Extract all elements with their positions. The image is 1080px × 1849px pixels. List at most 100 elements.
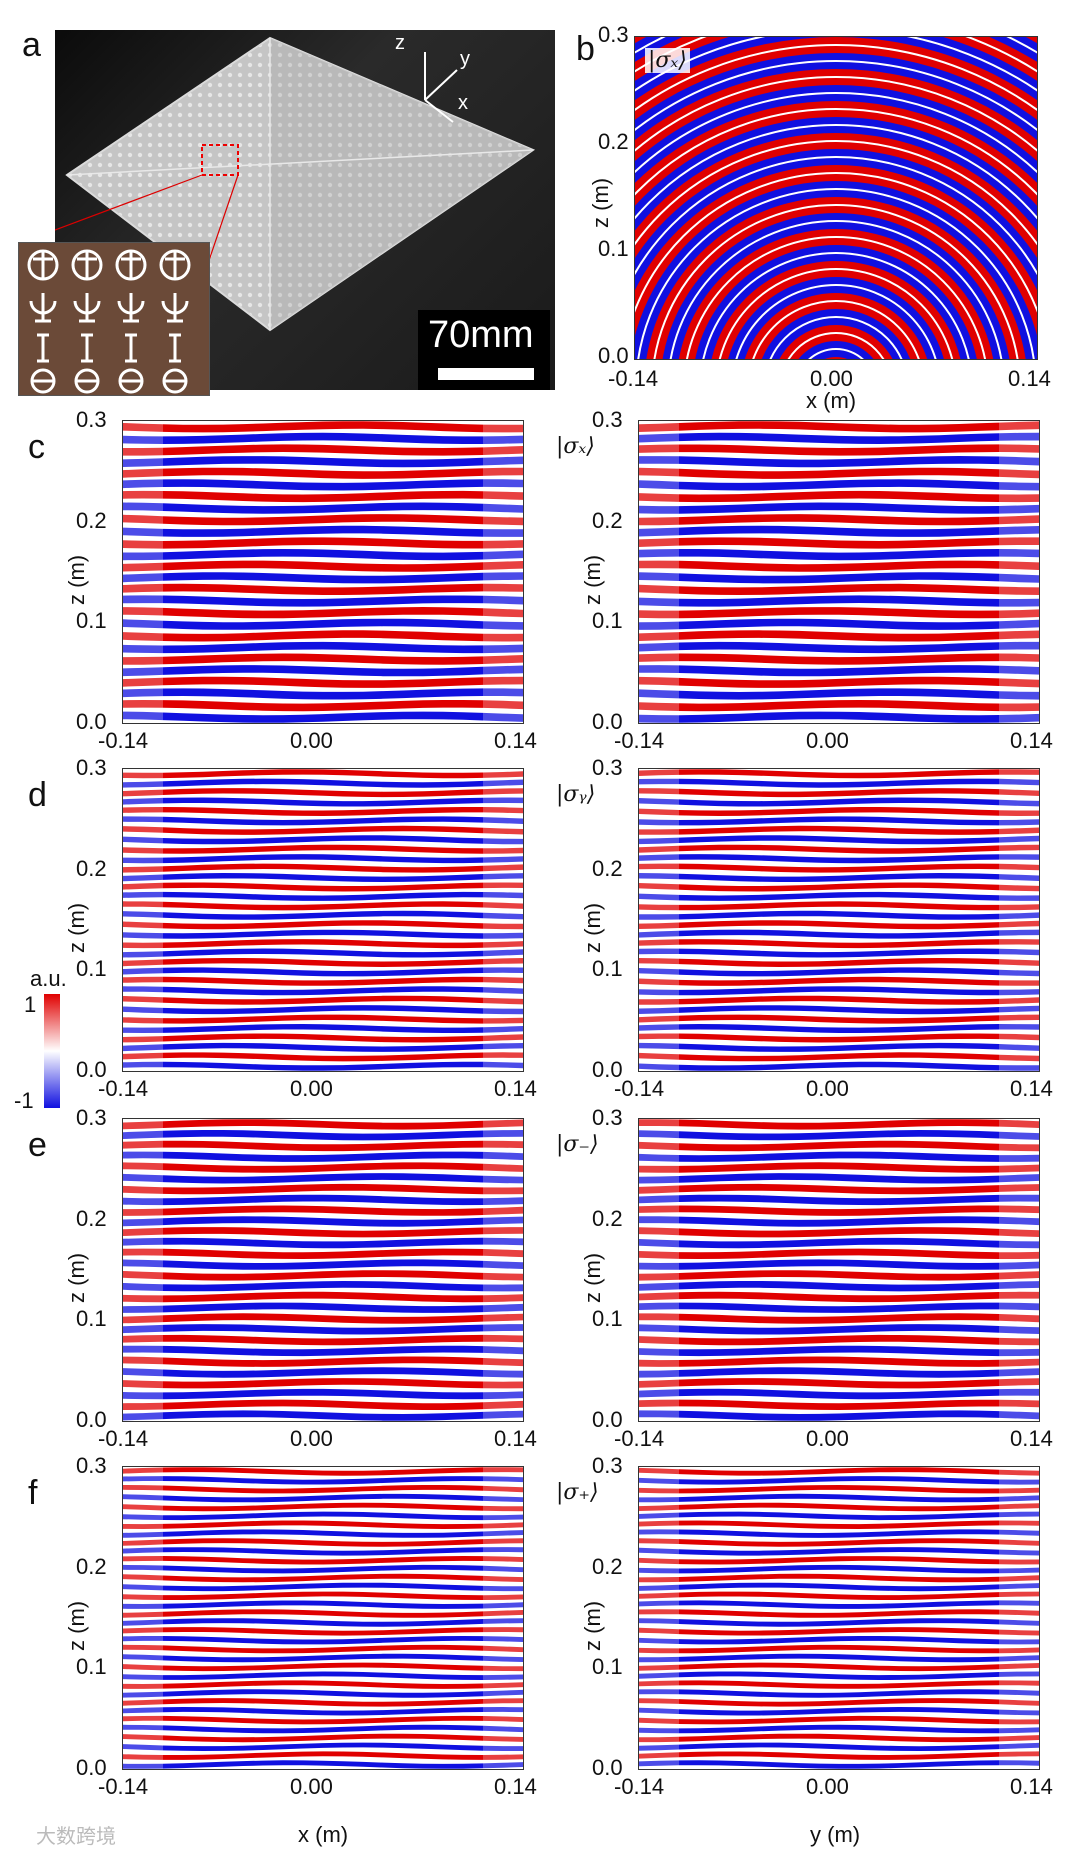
wavefront-band	[639, 1324, 1039, 1335]
xtick-c-left-1: 0.00	[290, 728, 333, 753]
wavefront-band	[123, 844, 523, 854]
wavefront-gap	[635, 92, 1037, 174]
xtick-f-right-2: 0.14	[1010, 1774, 1053, 1799]
wavefront-band	[123, 1227, 523, 1238]
ylabel-f-right: z (m)	[580, 1600, 605, 1651]
wavefront-band	[123, 873, 523, 882]
wavefront-band	[123, 1042, 523, 1052]
xtick-c-right-2: 0.14	[1010, 728, 1053, 753]
wavefront-band	[639, 1291, 1039, 1303]
heatmap-c-left	[122, 420, 524, 724]
wavefront-band	[639, 1005, 1039, 1015]
wavefront-gap	[635, 60, 1037, 132]
wavefront-band	[639, 1014, 1039, 1024]
ket-c: |σₓ⟩	[556, 434, 595, 459]
ytick-e-left-3: 0.3	[76, 1105, 107, 1130]
xtick-d-right-0: -0.14	[614, 1076, 665, 1101]
wavefront-band	[639, 1162, 1039, 1173]
wavefront-band	[639, 910, 1039, 920]
wavefront-band	[123, 1573, 523, 1583]
wavefront-band	[639, 1627, 1039, 1636]
wavefront-gap	[653, 204, 1019, 359]
wavefront-band	[639, 1270, 1039, 1281]
edge-fade	[483, 769, 523, 1071]
xtick-e-left-2: 0.14	[494, 1426, 537, 1451]
ytick-d-left-1: 0.1	[76, 956, 107, 982]
heatmap-e-left	[122, 1118, 524, 1422]
ytick-c-left-0: 0.0	[76, 709, 107, 734]
wavefront-band	[639, 844, 1039, 854]
wavefront-band	[639, 1502, 1039, 1512]
xtick-e-right-0: -0.14	[614, 1426, 665, 1451]
edge-fade	[639, 1467, 679, 1769]
ylabel-d-right: z (m)	[580, 902, 605, 953]
wavefront-band	[123, 1467, 523, 1476]
watermark: 大数跨境	[36, 1826, 116, 1848]
wavefront-band	[123, 595, 523, 607]
wavefront-band	[123, 688, 523, 700]
wavefront-band	[123, 1237, 523, 1249]
wavefront-band	[123, 1733, 523, 1743]
wavefront-band	[123, 1502, 523, 1512]
wavefront-band	[123, 1724, 523, 1734]
wavefront-band	[123, 676, 523, 688]
wavefront-band	[123, 711, 523, 723]
xtick-c-left-0: -0.14	[98, 728, 149, 753]
wavefront-band	[639, 1130, 1039, 1141]
wavefront-band	[123, 797, 523, 807]
wavefront-gap	[635, 124, 1037, 220]
wavefront-band	[639, 560, 1039, 572]
wavefront-band	[639, 572, 1039, 584]
wavefront-band	[639, 1493, 1039, 1503]
wavefront-band	[123, 1742, 523, 1751]
xtick-f-left-2: 0.14	[494, 1774, 537, 1799]
wavefront-band	[123, 1627, 523, 1636]
wavefront-band	[123, 1715, 523, 1725]
xtick-d-left-0: -0.14	[98, 1076, 149, 1101]
wavefront-gap	[718, 268, 954, 359]
ytick-e-left-0: 0.0	[76, 1407, 107, 1432]
ytick-e-right-0: 0.0	[592, 1407, 623, 1432]
ytick-d-left-0: 0.0	[76, 1057, 107, 1082]
heatmap-e-right	[638, 1118, 1040, 1422]
wavefront-band	[123, 816, 523, 826]
ytick-c-right-1: 0.1	[592, 608, 623, 634]
wavefront-band	[639, 1216, 1039, 1227]
wavefront-band	[639, 1520, 1039, 1529]
wavefront-band	[639, 891, 1039, 901]
edge-fade	[123, 421, 163, 723]
wavefront-band	[639, 1302, 1039, 1313]
colorbar-label: a.u.	[30, 966, 67, 991]
wavefront-band	[123, 807, 523, 816]
wavefront-band	[639, 1600, 1039, 1609]
wavefront-band	[123, 1367, 523, 1378]
wavefront-band	[123, 1313, 523, 1324]
wavefront-band	[123, 653, 523, 665]
xlabel-left: x (m)	[298, 1822, 349, 1847]
wavefront-band	[123, 920, 523, 930]
panel-label-b: b	[576, 30, 595, 68]
wavefront-band	[123, 1618, 523, 1627]
wavefront-band	[123, 901, 523, 911]
wavefront-band	[639, 1760, 1039, 1769]
edge-fade	[123, 1119, 163, 1421]
wavefront-band	[123, 1259, 523, 1270]
wavefront-band	[639, 641, 1039, 654]
wavefront-band	[639, 920, 1039, 930]
wavefront-band	[639, 1538, 1039, 1547]
wavefront-gap	[808, 348, 864, 359]
wavefront-gap	[635, 44, 1037, 112]
wavefront-band	[123, 1270, 523, 1281]
edge-fade	[123, 1467, 163, 1769]
wavefront-band	[639, 1671, 1039, 1680]
wavefront-band	[123, 948, 523, 958]
panel-label-c: c	[28, 428, 45, 466]
wavefront-band	[123, 1194, 523, 1206]
wavefront-band	[639, 421, 1039, 433]
xtick-f-left-0: -0.14	[98, 1774, 149, 1799]
wavefront-band	[639, 1556, 1039, 1565]
wavefront-band	[639, 479, 1039, 491]
wavefront-band	[123, 995, 523, 1005]
wavefront-band	[123, 572, 523, 584]
wavefront-band	[639, 1248, 1039, 1259]
